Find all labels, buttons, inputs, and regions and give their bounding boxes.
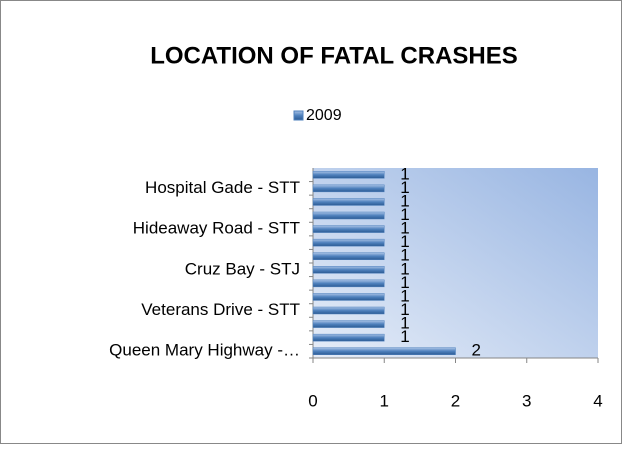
- plot-area: [313, 168, 598, 358]
- data-label: 1: [400, 191, 409, 210]
- data-label: 1: [400, 219, 409, 238]
- bar: [312, 306, 385, 315]
- data-label: 1: [400, 164, 409, 183]
- data-label: 1: [400, 286, 409, 305]
- data-label: 1: [400, 232, 409, 251]
- bar: [312, 266, 385, 274]
- bar: [312, 184, 385, 193]
- bar: [312, 347, 456, 355]
- data-label: 1: [400, 259, 409, 278]
- data-label: 1: [400, 205, 409, 224]
- bar: [312, 198, 385, 206]
- data-label: 1: [400, 246, 409, 265]
- data-label: 1: [400, 327, 409, 346]
- bar: [312, 252, 385, 260]
- bar: [312, 293, 385, 301]
- y-tick-label: Cruz Bay - STJ: [185, 259, 300, 278]
- y-tick-label: Hospital Gade - STT: [145, 178, 300, 197]
- bar: [312, 171, 385, 179]
- data-label: 1: [400, 273, 409, 292]
- bar: [312, 320, 385, 328]
- bar: [312, 238, 385, 247]
- x-tick-label: 0: [308, 391, 317, 410]
- bar: [312, 225, 385, 233]
- x-tick-label: 1: [380, 391, 389, 410]
- bar: [312, 333, 385, 342]
- data-label: 1: [400, 314, 409, 333]
- y-tick-label: Queen Mary Highway -…: [109, 341, 300, 360]
- y-tick-label: Veterans Drive - STT: [141, 300, 300, 319]
- bar: [312, 279, 385, 288]
- data-label: 1: [400, 300, 409, 319]
- x-tick-label: 3: [522, 391, 531, 410]
- data-label: 2: [472, 341, 481, 360]
- data-label: 1: [400, 178, 409, 197]
- bar: [312, 211, 385, 220]
- legend-swatch: [293, 110, 304, 121]
- chart-title: LOCATION OF FATAL CRASHES: [150, 42, 518, 69]
- y-tick-label: Hideaway Road - STT: [133, 219, 300, 238]
- x-tick-label: 2: [451, 391, 460, 410]
- x-tick-label: 4: [593, 391, 602, 410]
- legend-label: 2009: [306, 107, 342, 124]
